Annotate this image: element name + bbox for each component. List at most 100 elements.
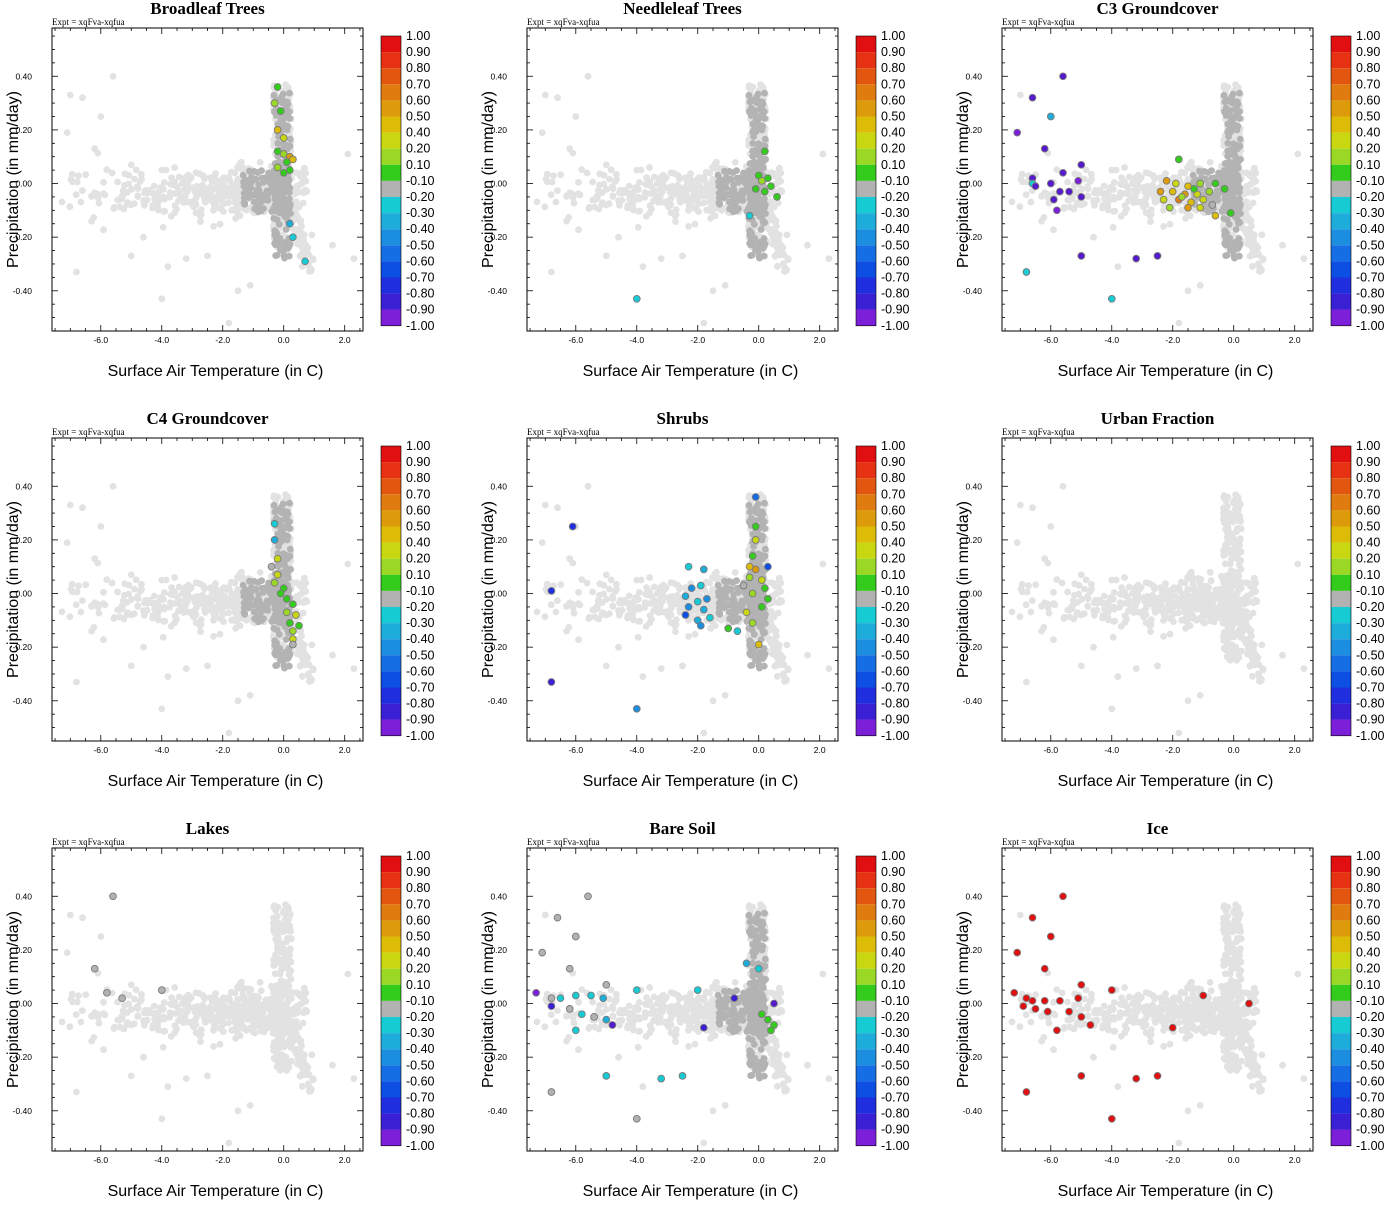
- data-point: [1221, 186, 1228, 193]
- data-point: [1108, 295, 1115, 302]
- colorbar-label: -0.60: [406, 254, 435, 268]
- colorbar-swatch: [1331, 52, 1351, 68]
- background-point: [193, 194, 200, 201]
- background-point: [125, 172, 132, 179]
- x-axis-label: Surface Air Temperature (in C): [108, 363, 324, 380]
- chart-title: Broadleaf Trees: [150, 0, 265, 18]
- background-point: [689, 181, 696, 188]
- background-point: [603, 161, 610, 168]
- background-point: [1130, 180, 1137, 187]
- background-point: [653, 196, 660, 203]
- footprint-point: [716, 200, 723, 207]
- footprint-point: [748, 178, 755, 185]
- background-point: [168, 213, 175, 220]
- colorbar-swatch: [381, 52, 401, 68]
- background-point: [299, 245, 306, 252]
- background-point: [646, 164, 653, 171]
- background-point: [554, 94, 561, 101]
- colorbar-swatch: [856, 52, 876, 68]
- footprint-point: [274, 140, 281, 147]
- x-tick-label: -2.0: [215, 745, 230, 755]
- background-point: [180, 590, 187, 597]
- background-point: [1081, 200, 1088, 207]
- background-point: [773, 217, 780, 224]
- footprint-point: [281, 255, 288, 262]
- data-point: [1227, 210, 1234, 217]
- footprint-point: [264, 188, 271, 195]
- background-point: [64, 539, 71, 546]
- background-point: [221, 584, 228, 591]
- background-point: [1108, 167, 1115, 174]
- background-point: [768, 230, 775, 237]
- background-point: [309, 642, 316, 649]
- points-layer: [1009, 73, 1308, 327]
- data-point: [1175, 156, 1182, 163]
- background-point: [665, 184, 672, 191]
- footprint-point: [283, 636, 290, 643]
- expt-label: Expt = xqFva-xqfua: [52, 427, 125, 437]
- background-point: [110, 73, 117, 80]
- data-point: [746, 212, 753, 219]
- background-point: [193, 169, 200, 176]
- background-point: [110, 483, 117, 490]
- y-tick-label: 0.40: [965, 71, 982, 81]
- colorbar-label: -0.30: [406, 616, 435, 630]
- data-point: [280, 135, 287, 142]
- footprint-point: [761, 241, 768, 248]
- footprint-point: [256, 597, 263, 604]
- footprint-point: [757, 213, 764, 220]
- colorbar-label: -0.60: [406, 664, 435, 678]
- colorbar-label: 0.10: [406, 568, 430, 582]
- colorbar-swatch: [1331, 165, 1351, 181]
- data-point: [1014, 129, 1021, 136]
- colorbar-swatch: [381, 165, 401, 181]
- background-point: [658, 255, 665, 262]
- footprint-point: [286, 525, 293, 532]
- background-point: [165, 263, 172, 270]
- x-tick-label: -4.0: [629, 335, 644, 345]
- background-point: [1115, 263, 1122, 270]
- colorbar-label: -0.20: [881, 190, 910, 204]
- background-point: [214, 591, 221, 598]
- colorbar-label: 0.40: [881, 126, 905, 140]
- background-point: [138, 176, 145, 183]
- data-point: [1047, 180, 1054, 187]
- background-point: [598, 201, 605, 208]
- footprint-point: [286, 185, 293, 192]
- background-point: [608, 167, 615, 174]
- background-point: [1160, 223, 1167, 230]
- background-point: [1185, 287, 1192, 294]
- footprint-point: [240, 582, 247, 589]
- colorbar-label: 0.60: [406, 93, 430, 107]
- background-point: [160, 224, 167, 231]
- footprint-point: [268, 618, 275, 625]
- background-point: [1259, 232, 1266, 239]
- colorbar-label: 0.50: [1356, 110, 1380, 124]
- background-point: [158, 705, 165, 712]
- background-point: [1066, 204, 1073, 211]
- background-point: [79, 187, 86, 194]
- colorbar-label: 0.90: [1356, 45, 1380, 59]
- footprint-point: [1223, 178, 1230, 185]
- footprint-point: [761, 115, 768, 122]
- background-point: [298, 217, 305, 224]
- colorbar-label: -0.10: [881, 174, 910, 188]
- background-point: [207, 194, 214, 201]
- colorbar-swatch: [381, 671, 401, 687]
- background-point: [1126, 174, 1133, 181]
- background-point: [142, 597, 149, 604]
- background-point: [184, 609, 191, 616]
- colorbar-swatch: [856, 133, 876, 149]
- background-point: [303, 188, 310, 195]
- background-point: [185, 172, 192, 179]
- background-point: [134, 593, 141, 600]
- background-point: [707, 196, 714, 203]
- background-point: [679, 253, 686, 260]
- footprint-point: [272, 651, 279, 658]
- background-point: [1038, 193, 1045, 200]
- background-point: [168, 623, 175, 630]
- colorbar-swatch: [1331, 133, 1351, 149]
- background-point: [784, 232, 791, 239]
